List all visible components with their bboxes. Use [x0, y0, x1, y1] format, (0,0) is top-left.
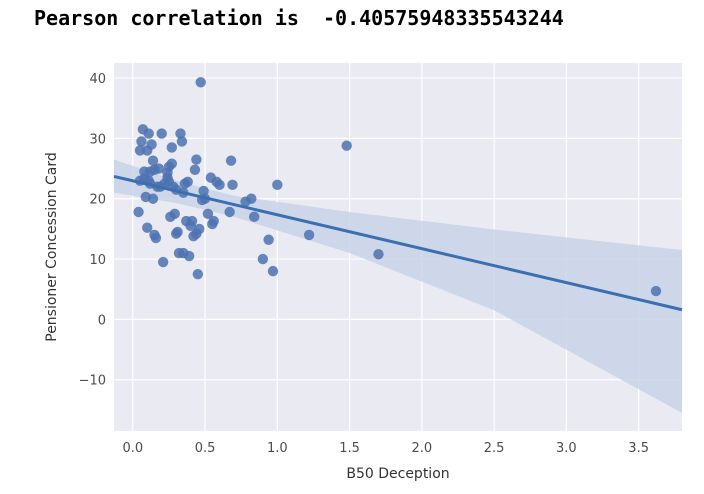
data-point [156, 128, 167, 139]
data-point [246, 193, 257, 204]
data-point [163, 176, 175, 188]
data-point [272, 179, 283, 191]
data-point [192, 268, 204, 280]
y-tick-label: 30 [89, 132, 106, 147]
data-point [169, 208, 180, 220]
correlation-label: Pearson correlation is [34, 6, 299, 30]
x-tick-label: 1.5 [339, 441, 360, 456]
data-point [341, 140, 352, 151]
x-tick-label: 3.0 [556, 441, 577, 456]
regression-line [113, 174, 683, 312]
data-point [142, 222, 153, 233]
data-point [133, 206, 144, 218]
data-point [149, 164, 160, 175]
x-axis-label: B50 Deception [346, 466, 449, 482]
data-point [373, 249, 384, 260]
x-tick-label: 1.0 [267, 441, 288, 456]
data-point [267, 265, 279, 277]
x-tick-label: 2.0 [412, 441, 433, 456]
y-tick-label: 0 [98, 313, 106, 328]
data-point [303, 229, 315, 241]
data-point [194, 223, 205, 235]
correlation-value: -0.40575948335543244 [323, 6, 564, 30]
y-tick-label: 10 [89, 253, 106, 268]
data-point [257, 253, 269, 265]
data-point [143, 128, 154, 139]
data-points [133, 77, 662, 297]
data-point [227, 179, 238, 191]
y-tick-label: −10 [79, 374, 106, 389]
data-point [650, 285, 662, 297]
y-tick-label: 40 [89, 72, 106, 87]
data-point [182, 176, 193, 188]
data-point [157, 256, 169, 268]
data-point [175, 128, 186, 139]
data-point [146, 139, 157, 150]
data-point [208, 215, 219, 227]
data-point [136, 136, 147, 147]
confidence-band [114, 159, 682, 413]
data-point [224, 206, 235, 218]
data-point [202, 208, 214, 220]
x-tick-label: 0.0 [122, 441, 143, 456]
data-point [150, 232, 162, 244]
x-tick-label: 3.5 [628, 441, 649, 456]
data-point [147, 193, 159, 204]
data-point [189, 164, 201, 175]
data-point [191, 154, 202, 165]
data-point [147, 155, 159, 166]
data-point [195, 77, 206, 88]
data-point [162, 167, 173, 178]
data-point [166, 158, 178, 169]
x-tick-label: 0.5 [195, 441, 216, 456]
data-point [176, 136, 188, 147]
data-point [263, 234, 274, 245]
data-point [170, 228, 182, 239]
data-point [166, 142, 178, 153]
x-tick-label: 2.5 [484, 441, 505, 456]
data-point [186, 215, 198, 227]
data-point [178, 247, 189, 259]
correlation-header: Pearson correlation is -0.40575948335543… [34, 6, 564, 30]
data-point [134, 145, 146, 156]
data-point [198, 185, 209, 197]
x-tick-labels: 0.0 0.5 1.0 1.5 2.0 2.5 3.0 3.5 [122, 441, 649, 456]
data-point [225, 155, 237, 166]
y-axis-label: Pensioner Concession Card [44, 152, 60, 342]
data-point [248, 211, 260, 223]
y-tick-label: 20 [89, 193, 106, 208]
y-tick-labels: −10 0 10 20 30 40 [79, 72, 106, 389]
data-point [214, 179, 225, 191]
